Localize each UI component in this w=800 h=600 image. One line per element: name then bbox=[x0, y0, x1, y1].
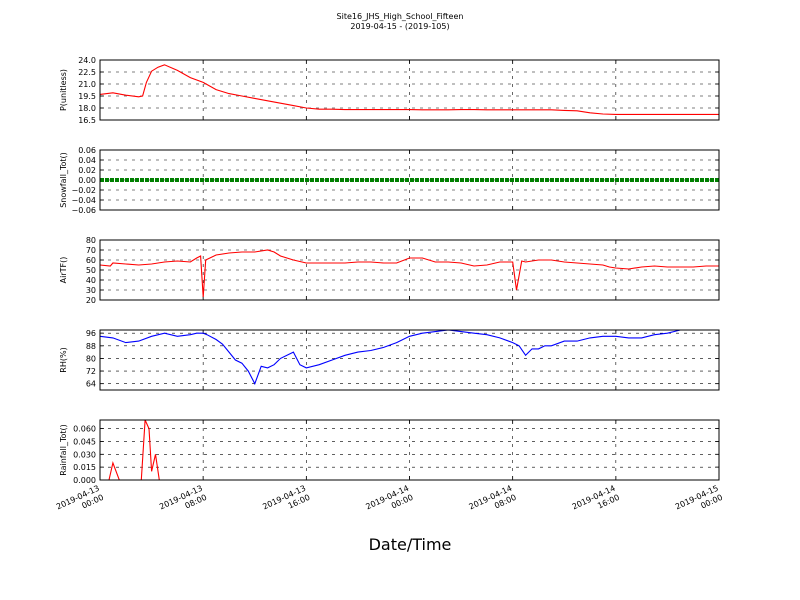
y-tick-label: −0.02 bbox=[71, 186, 96, 195]
y-axis-label: Snowfall_Tot() bbox=[59, 152, 68, 208]
y-tick-label: 20 bbox=[86, 296, 96, 305]
plot-frame bbox=[99, 59, 720, 121]
y-tick-label: 19.5 bbox=[78, 92, 96, 101]
y-tick-label: 30 bbox=[86, 286, 96, 295]
y-tick-label: 0.06 bbox=[78, 146, 96, 155]
y-tick-label: 21.0 bbox=[78, 80, 96, 89]
y-tick-label: 50 bbox=[86, 266, 96, 275]
y-tick-label: 0.04 bbox=[78, 156, 96, 165]
y-tick-label: 22.5 bbox=[78, 68, 96, 77]
y-tick-label: 70 bbox=[86, 246, 96, 255]
chart-title: Site16_JHS_High_School_Fifteen bbox=[337, 12, 464, 21]
y-tick-label: 0.045 bbox=[73, 437, 96, 446]
y-tick-label: 0.015 bbox=[73, 463, 96, 472]
series-line-4 bbox=[99, 329, 719, 386]
series-line-3 bbox=[99, 249, 719, 298]
y-tick-label: −0.04 bbox=[71, 196, 96, 205]
subplot-2: 0.060.040.020.00−0.02−0.04−0.06Snowfall_… bbox=[59, 146, 720, 215]
y-tick-label: 0.000 bbox=[73, 476, 96, 485]
subplot-4: 96 88 80 72 64 RH(%) bbox=[59, 329, 720, 391]
plot-frame bbox=[99, 419, 720, 481]
y-tick-label: 80 bbox=[86, 236, 96, 245]
y-tick-label: 0.02 bbox=[78, 166, 96, 175]
plot-frame bbox=[99, 329, 720, 391]
y-tick-label: 16.5 bbox=[78, 116, 96, 125]
y-axis-label: Rainfall_Tot() bbox=[59, 424, 68, 476]
y-tick-label: 40 bbox=[86, 276, 96, 285]
y-tick-label: −0.06 bbox=[71, 206, 96, 215]
y-axis-label: P(unitless) bbox=[59, 69, 68, 111]
y-tick-label: 96 bbox=[86, 329, 96, 338]
x-axis-label: Date/Time bbox=[369, 535, 452, 554]
y-tick-label: 88 bbox=[86, 342, 96, 351]
y-tick-label: 64 bbox=[86, 380, 96, 389]
subplot-1: 24.0 22.5 21.0 19.5 18.0 16.5 P(unitless) bbox=[59, 56, 720, 125]
subplot-5: 0.060 0.045 0.030 0.015 0.000 Rainfall_Tot() bbox=[59, 419, 720, 485]
y-tick-label: 24.0 bbox=[78, 56, 96, 65]
y-tick-label: 0.060 bbox=[73, 425, 96, 434]
series-line-1 bbox=[99, 64, 719, 115]
y-tick-label: 0.00 bbox=[78, 176, 96, 185]
y-tick-label: 60 bbox=[86, 256, 96, 265]
y-tick-label: 18.0 bbox=[78, 104, 96, 113]
plot-frame bbox=[99, 239, 720, 301]
plot-frame bbox=[99, 149, 720, 211]
chart-subtitle: 2019-04-15 - (2019-105) bbox=[350, 22, 449, 31]
y-axis-label: RH(%) bbox=[59, 347, 68, 372]
y-tick-label: 80 bbox=[86, 354, 96, 363]
y-axis-label: AirTF() bbox=[59, 257, 68, 284]
subplot-panels: 24.022.521.019.518.016.5P(unitless)0.060… bbox=[59, 56, 720, 485]
y-tick-label: 72 bbox=[86, 367, 96, 376]
y-tick-label: 0.030 bbox=[73, 450, 96, 459]
